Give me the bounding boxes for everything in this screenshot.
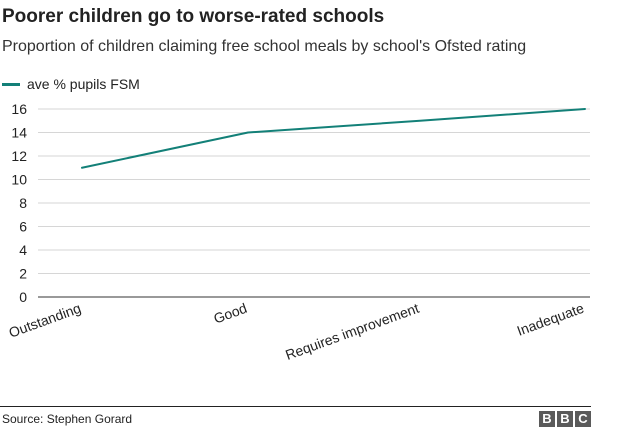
bbc-logo: B B C xyxy=(539,411,591,427)
legend-swatch xyxy=(2,82,20,86)
x-tick-label: Outstanding xyxy=(7,300,83,341)
y-tick-label: 16 xyxy=(11,101,27,117)
y-tick-label: 12 xyxy=(11,148,27,164)
y-tick-label: 10 xyxy=(11,172,27,188)
x-axis-ticks: Outstanding Good Requires improvement Inade… xyxy=(7,300,587,363)
series-line xyxy=(81,108,586,169)
y-tick-label: 14 xyxy=(11,125,27,141)
y-tick-label: 4 xyxy=(19,242,27,258)
x-tick-label: Good xyxy=(211,300,249,327)
y-tick-label: 0 xyxy=(19,289,27,305)
x-tick-label: Inadequate xyxy=(515,300,587,339)
source-note: Source: Stephen Gorard xyxy=(2,412,133,426)
series-lines xyxy=(81,108,586,169)
chart-title: Poorer children go to worse-rated school… xyxy=(2,6,385,27)
y-tick-label: 8 xyxy=(19,195,27,211)
y-axis-ticks: 0 2 4 6 8 10 12 14 16 xyxy=(11,101,27,305)
line-chart: 0 2 4 6 8 10 12 14 16 Outstanding Good Requires im… xyxy=(7,101,590,363)
footer-divider xyxy=(0,406,591,407)
x-tick-label: Requires improvement xyxy=(283,300,421,363)
bbc-logo-letter: B xyxy=(539,411,555,427)
grid-lines xyxy=(38,108,590,274)
bbc-logo-letter: B xyxy=(557,411,573,427)
bbc-logo-letter: C xyxy=(575,411,591,427)
chart-subtitle: Proportion of children claiming free sch… xyxy=(2,38,527,55)
y-tick-label: 2 xyxy=(19,266,27,282)
y-tick-label: 6 xyxy=(19,219,27,235)
legend-label: ave % pupils FSM xyxy=(27,76,140,92)
legend: ave % pupils FSM xyxy=(2,74,140,94)
